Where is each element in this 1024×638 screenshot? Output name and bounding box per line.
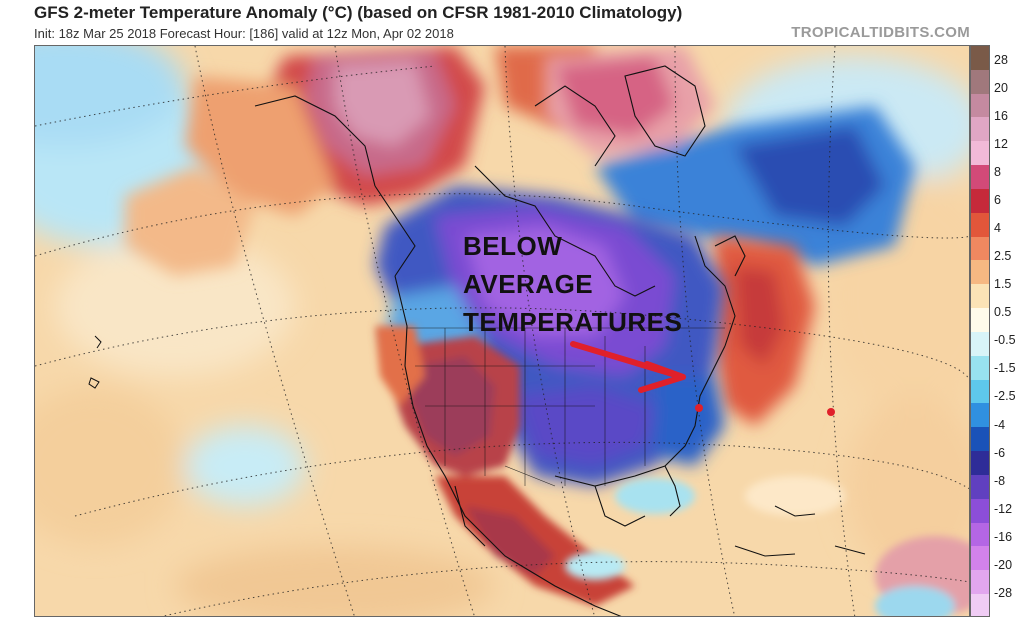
color-scale-swatch bbox=[971, 284, 989, 309]
color-scale-bar bbox=[970, 45, 990, 617]
coastlines bbox=[254, 65, 746, 616]
color-scale-tick-label: -6 bbox=[994, 445, 1006, 460]
color-scale-swatch bbox=[971, 570, 989, 595]
color-scale-swatch bbox=[971, 212, 989, 237]
color-scale-tick-label: -0.5 bbox=[994, 333, 1016, 348]
color-scale-swatch bbox=[971, 236, 989, 261]
color-scale-tick-label: 16 bbox=[994, 109, 1008, 124]
color-scale-tick-label: 6 bbox=[994, 193, 1001, 208]
color-scale-tick-label: 12 bbox=[994, 137, 1008, 152]
color-scale-tick-label: -16 bbox=[994, 529, 1013, 544]
color-scale-tick-label: 2.5 bbox=[994, 249, 1012, 264]
annotation-line-2: AVERAGE bbox=[463, 269, 594, 299]
warm-anomaly-atlantic bbox=[715, 236, 815, 426]
map-title: GFS 2-meter Temperature Anomaly (°C) (ba… bbox=[34, 3, 683, 22]
color-scale-swatch bbox=[971, 46, 989, 70]
watermark: TROPICALTIDBITS.COM bbox=[791, 24, 970, 41]
annotation-line-3: TEMPERATURES bbox=[463, 307, 683, 337]
color-scale-tick-label: 28 bbox=[994, 53, 1008, 67]
color-scale-swatch bbox=[971, 117, 989, 142]
color-scale-tick-label: -20 bbox=[994, 557, 1013, 572]
cold-anomaly-atlantic bbox=[545, 46, 915, 266]
color-scale-swatch bbox=[971, 594, 989, 616]
marker-point bbox=[695, 404, 703, 412]
color-scale-swatch bbox=[971, 451, 989, 475]
color-scale-swatch bbox=[971, 474, 989, 499]
marker-point bbox=[827, 408, 835, 416]
color-scale-swatch bbox=[971, 260, 989, 285]
color-scale-swatch bbox=[971, 379, 989, 404]
color-scale-swatch bbox=[971, 546, 989, 571]
color-scale-tick-label: -28 bbox=[994, 585, 1013, 600]
color-scale-swatch bbox=[971, 498, 989, 523]
color-scale-swatch bbox=[971, 355, 989, 380]
color-scale-swatch bbox=[971, 427, 989, 452]
color-scale-swatch bbox=[971, 308, 989, 332]
graticule bbox=[35, 46, 969, 616]
color-scale-swatch bbox=[971, 522, 989, 547]
color-scale-tick-label: -2.5 bbox=[994, 389, 1016, 404]
color-scale-labels: 28 20 16 12 8 6 4 2.5 1.5 0.5 -0.5 -1.5 -2.5 -4 -6 -8 -1… bbox=[994, 45, 1024, 617]
map-subtitle: Init: 18z Mar 25 2018 Forecast Hour: [18… bbox=[34, 26, 454, 41]
color-scale-tick-label: -8 bbox=[994, 473, 1006, 488]
color-scale-swatch bbox=[971, 331, 989, 356]
anomaly-map bbox=[34, 45, 970, 617]
color-scale-swatch bbox=[971, 403, 989, 428]
color-scale-swatch bbox=[971, 165, 989, 189]
color-scale-swatch bbox=[971, 69, 989, 94]
annotation-arrow bbox=[570, 341, 686, 393]
color-scale-tick-label: 1.5 bbox=[994, 277, 1012, 292]
color-scale-swatch bbox=[971, 93, 989, 118]
color-scale-tick-label: 4 bbox=[994, 221, 1001, 236]
state-borders bbox=[407, 327, 725, 487]
color-scale-tick-label: -12 bbox=[994, 501, 1013, 516]
color-scale-tick-label: 8 bbox=[994, 165, 1001, 180]
color-scale-tick-label: 20 bbox=[994, 81, 1008, 96]
islands bbox=[88, 335, 866, 557]
color-scale-swatch bbox=[971, 141, 989, 166]
color-scale-swatch bbox=[971, 188, 989, 213]
color-scale-tick-label: 0.5 bbox=[994, 305, 1012, 320]
color-scale-tick-label: -1.5 bbox=[994, 361, 1016, 376]
color-scale-tick-label: -4 bbox=[994, 417, 1006, 432]
map-canvas bbox=[35, 46, 969, 616]
annotation-line-1: BELOW bbox=[463, 231, 563, 261]
